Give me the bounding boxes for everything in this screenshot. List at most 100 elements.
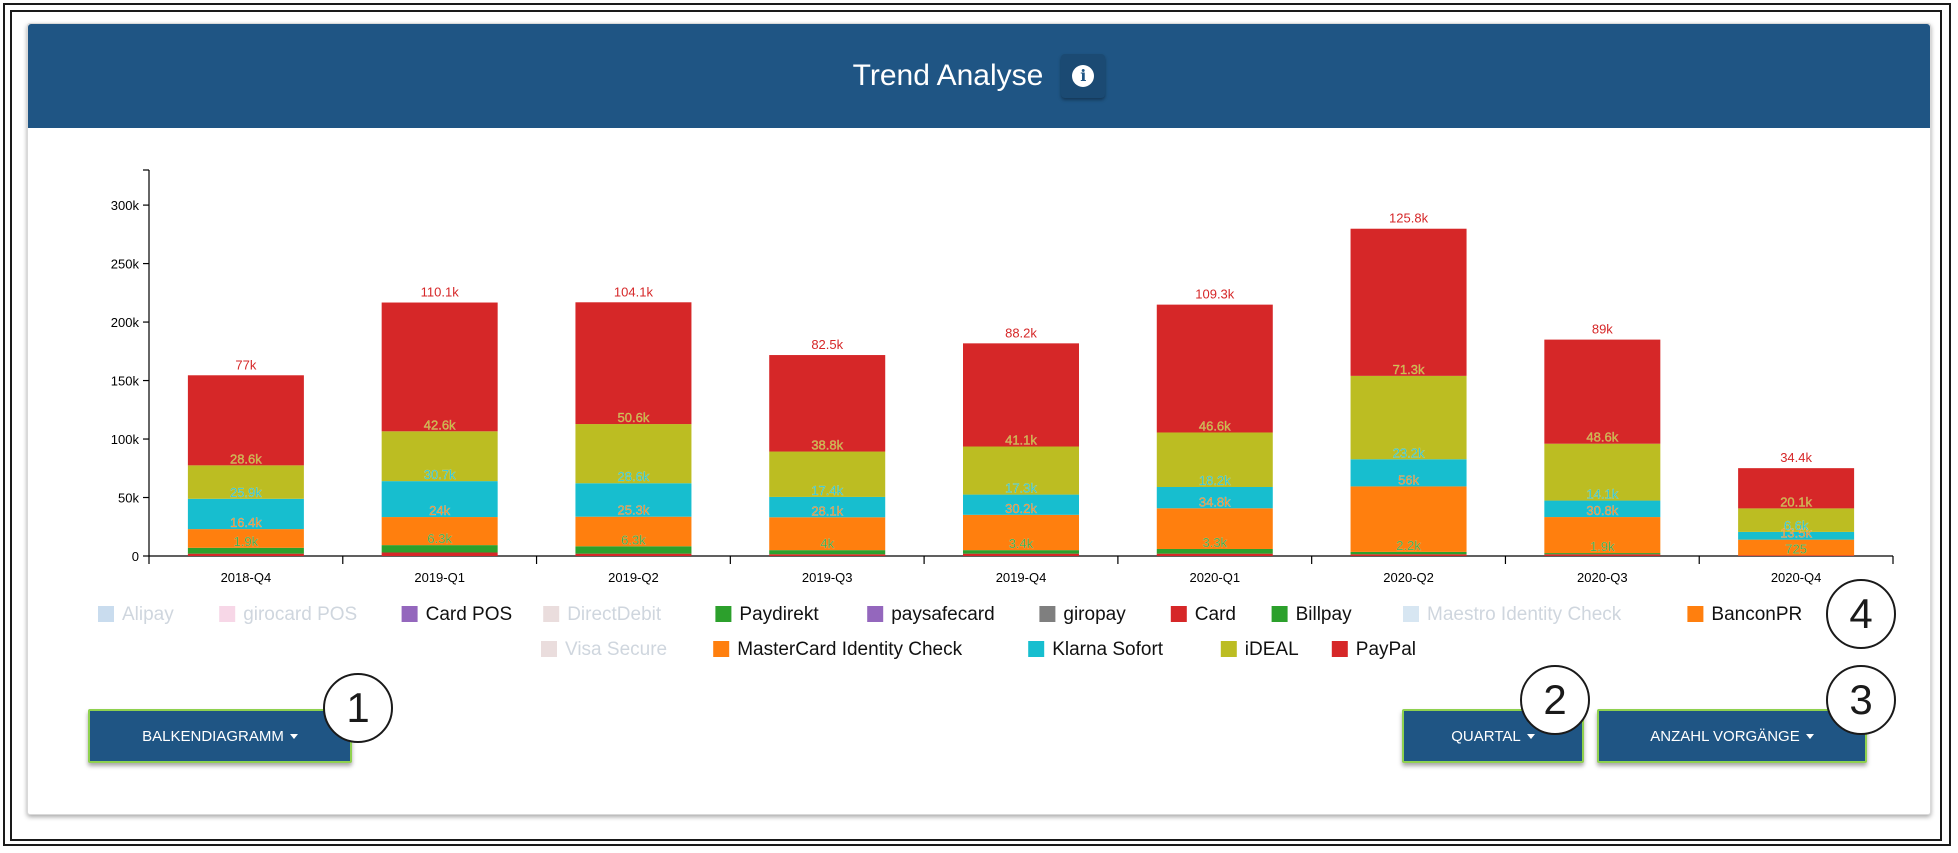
data-label: 25.3k [618, 503, 650, 518]
outer-frame [3, 3, 1951, 846]
data-label: 4k [820, 536, 834, 551]
legend-swatch [541, 641, 557, 657]
data-label: 77k [235, 357, 256, 372]
callout-2: 2 [1520, 665, 1590, 735]
data-label: 6.3k [621, 532, 646, 547]
bar-segment [187, 498, 304, 530]
data-label: 48.6k [1586, 430, 1618, 445]
legend-swatch [713, 641, 730, 657]
data-label: 28.1k [811, 503, 843, 518]
bar-segment [187, 465, 304, 499]
inner-frame [10, 10, 1942, 841]
legend-item-label: Paydirekt [739, 604, 819, 625]
legend-item-label: iDEAL [1245, 639, 1299, 660]
legend-swatch [1271, 606, 1288, 622]
bar-segment [769, 451, 886, 497]
legend-swatch [1331, 641, 1348, 657]
bar-segment [769, 550, 886, 555]
data-label: 3.3k [1202, 535, 1227, 550]
bar-segment [963, 553, 1079, 556]
y-tick-label: 0 [132, 549, 139, 564]
metric-label: ANZAHL VORGÄNGE [1650, 727, 1800, 745]
bar-segment [381, 302, 498, 432]
metric-dropdown-button[interactable]: ANZAHL VORGÄNGE [1597, 709, 1867, 763]
x-tick-label: 2020-Q3 [1577, 570, 1628, 585]
data-label: 13.5k [1780, 526, 1812, 541]
info-button[interactable]: i [1061, 54, 1106, 98]
data-label: 30.8k [1586, 503, 1618, 518]
legend-swatch [867, 606, 884, 622]
bar-segment [1350, 486, 1467, 552]
y-tick-label: 200k [111, 315, 140, 330]
chevron-down-icon [289, 733, 298, 739]
legend-swatch [1687, 606, 1704, 622]
info-icon: i [1072, 65, 1095, 87]
data-label: 125.8k [1389, 211, 1429, 226]
data-label: 34.8k [1199, 494, 1231, 509]
bar-segment [575, 302, 692, 425]
bar-segment [1156, 508, 1273, 549]
data-label: 109.3k [1195, 287, 1235, 302]
data-label: 6.3k [427, 531, 452, 546]
bar-segment [1350, 554, 1467, 556]
bar-segment [1350, 375, 1467, 460]
y-tick-label: 250k [111, 257, 140, 272]
legend-swatch [219, 606, 236, 622]
period-label: QUARTAL [1451, 727, 1521, 745]
legend-swatch [98, 606, 114, 622]
bar-segment [187, 529, 304, 548]
bar-segment [575, 546, 692, 554]
data-label: 30.7k [424, 467, 456, 482]
y-tick-label: 50k [118, 491, 139, 506]
y-tick-label: 150k [111, 374, 140, 389]
legend-item-label: Alipay [122, 604, 174, 625]
legend-swatch [715, 606, 732, 622]
data-label: 41.1k [1005, 433, 1037, 448]
bar-segment [963, 514, 1079, 551]
bar-segment [1350, 551, 1467, 555]
data-label: 20.1k [1780, 494, 1812, 509]
legend-item-label: paysafecard [891, 604, 995, 625]
y-tick-label: 100k [111, 432, 140, 447]
data-label: 56k [1398, 472, 1419, 487]
chevron-down-icon [1526, 733, 1535, 739]
bar-segment [1156, 432, 1273, 487]
data-label: 110.1k [421, 285, 460, 300]
data-label: 104.1k [614, 284, 654, 299]
legend-item-label: Maestro Identity Check [1427, 604, 1622, 625]
data-label: 17.4k [811, 483, 843, 498]
bar-segment [769, 496, 886, 518]
card-header [28, 24, 1930, 128]
x-tick-label: 2020-Q4 [1771, 570, 1822, 585]
data-label: 3.4k [1009, 536, 1034, 551]
x-tick-label: 2019-Q1 [414, 570, 465, 585]
legend-item-label: Visa Secure [565, 639, 667, 660]
bar-segment [963, 494, 1079, 515]
legend-swatch [1220, 641, 1237, 657]
data-label: 50.6k [618, 410, 650, 425]
bar-segment [1350, 228, 1467, 376]
data-label: 82.5k [811, 337, 843, 352]
x-tick-label: 2019-Q4 [996, 570, 1047, 585]
data-label: 89k [1592, 322, 1613, 337]
bar-segment [1544, 339, 1661, 444]
bar-segment [187, 547, 304, 554]
bar-segment [963, 550, 1079, 554]
bar-segment [187, 553, 304, 556]
legend-item-label: Card [1195, 604, 1236, 625]
chart-type-dropdown-button[interactable]: BALKENDIAGRAMM [88, 709, 352, 763]
bar-segment [1738, 508, 1855, 532]
bar-segment [769, 554, 886, 556]
data-label: 25.9k [230, 485, 262, 500]
bar-segment [769, 355, 886, 452]
bar-segment [1156, 548, 1273, 554]
x-tick-label: 2018-Q4 [221, 570, 272, 585]
bar-segment [381, 517, 498, 546]
bar-segment [575, 553, 692, 556]
x-tick-label: 2020-Q2 [1383, 570, 1434, 585]
data-label: 18.2k [1199, 473, 1231, 488]
bar-segment [1544, 517, 1661, 554]
bar-segment [963, 343, 1079, 447]
bar-segment [1544, 443, 1661, 501]
